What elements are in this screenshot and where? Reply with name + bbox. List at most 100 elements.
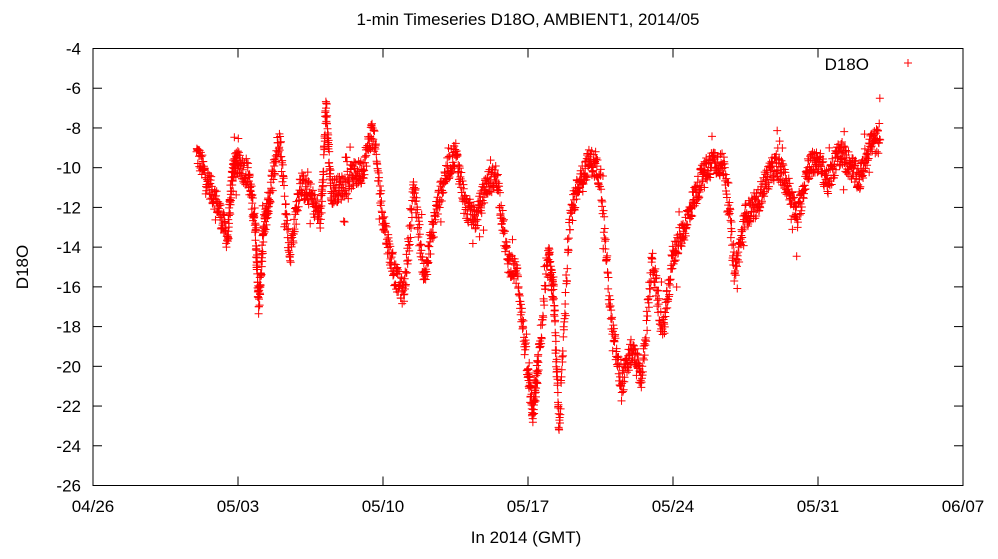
- data-point: [652, 273, 661, 282]
- data-point: [563, 264, 572, 273]
- data-point: [672, 282, 681, 291]
- data-point: [306, 179, 315, 188]
- data-point: [367, 121, 376, 130]
- data-point: [762, 184, 771, 193]
- data-point: [435, 203, 444, 212]
- data-point: [619, 385, 628, 394]
- data-point: [378, 208, 387, 217]
- data-point: [726, 233, 735, 242]
- data-point: [747, 207, 756, 216]
- data-point: [406, 233, 415, 242]
- data-point: [571, 203, 580, 212]
- data-point: [411, 184, 420, 193]
- data-point: [656, 307, 665, 316]
- data-point: [272, 157, 281, 166]
- data-point: [549, 273, 558, 282]
- data-point: [225, 219, 234, 228]
- data-point: [642, 307, 651, 316]
- data-point: [739, 241, 748, 250]
- data-point: [600, 224, 609, 233]
- data-point: [706, 173, 715, 182]
- data-point: [265, 196, 274, 205]
- data-point: [874, 139, 883, 148]
- data-point: [255, 301, 264, 310]
- data-point: [749, 201, 758, 210]
- data-point: [278, 160, 287, 169]
- data-point: [626, 335, 635, 344]
- data-point: [242, 154, 251, 163]
- data-point: [423, 270, 432, 279]
- y-tick-label: -26: [56, 477, 81, 496]
- data-point: [618, 379, 627, 388]
- data-point: [562, 277, 571, 286]
- data-point: [256, 281, 265, 290]
- data-point: [552, 346, 561, 355]
- data-point: [306, 219, 315, 228]
- data-point: [675, 207, 684, 216]
- data-point: [293, 206, 302, 215]
- data-point: [252, 241, 261, 250]
- data-point: [378, 214, 387, 223]
- data-point: [599, 206, 608, 215]
- data-point: [794, 198, 803, 207]
- data-point: [530, 409, 539, 418]
- x-tick-label: 05/10: [362, 497, 405, 516]
- data-point: [258, 249, 267, 258]
- data-point: [261, 225, 270, 234]
- data-point: [412, 213, 421, 222]
- data-point: [740, 223, 749, 232]
- data-point: [572, 195, 581, 204]
- x-tick-label: 06/07: [942, 497, 985, 516]
- data-point: [280, 192, 289, 201]
- data-point: [347, 165, 356, 174]
- data-point: [818, 158, 827, 167]
- data-point: [604, 273, 613, 282]
- data-point: [840, 127, 849, 136]
- data-point: [205, 171, 214, 180]
- data-point: [287, 242, 296, 251]
- data-point: [247, 182, 256, 191]
- data-point: [589, 166, 598, 175]
- data-point: [362, 151, 371, 160]
- data-point: [725, 198, 734, 207]
- chart-title: 1-min Timeseries D18O, AMBIENT1, 2014/05: [357, 10, 700, 29]
- data-point: [730, 277, 739, 286]
- data-point: [339, 174, 348, 183]
- data-point: [444, 152, 453, 161]
- data-point: [433, 209, 442, 218]
- data-point: [617, 396, 626, 405]
- data-point: [775, 137, 784, 146]
- data-point: [672, 248, 681, 257]
- data-point: [516, 300, 525, 309]
- data-point: [719, 169, 728, 178]
- data-point: [517, 317, 526, 326]
- data-point: [522, 330, 531, 339]
- data-point: [637, 378, 646, 387]
- data-point: [872, 147, 881, 156]
- data-point: [875, 94, 884, 103]
- data-point: [606, 302, 615, 311]
- data-point: [549, 293, 558, 302]
- data-point: [399, 286, 408, 295]
- data-point: [514, 282, 523, 291]
- data-point: [851, 157, 860, 166]
- y-tick-label: -6: [66, 79, 81, 98]
- data-point: [455, 164, 464, 173]
- data-point: [874, 126, 883, 135]
- data-point: [565, 218, 574, 227]
- data-point: [772, 150, 781, 159]
- data-point: [282, 210, 291, 219]
- data-point: [322, 100, 331, 109]
- data-point: [682, 220, 691, 229]
- data-point: [500, 227, 509, 236]
- data-point: [522, 342, 531, 351]
- data-point: [839, 185, 848, 194]
- data-point: [664, 295, 673, 304]
- data-point: [872, 134, 881, 143]
- data-point: [515, 289, 524, 298]
- data-point: [279, 181, 288, 190]
- data-point: [227, 193, 236, 202]
- data-point: [723, 178, 732, 187]
- data-point: [413, 205, 422, 214]
- data-point: [224, 234, 233, 243]
